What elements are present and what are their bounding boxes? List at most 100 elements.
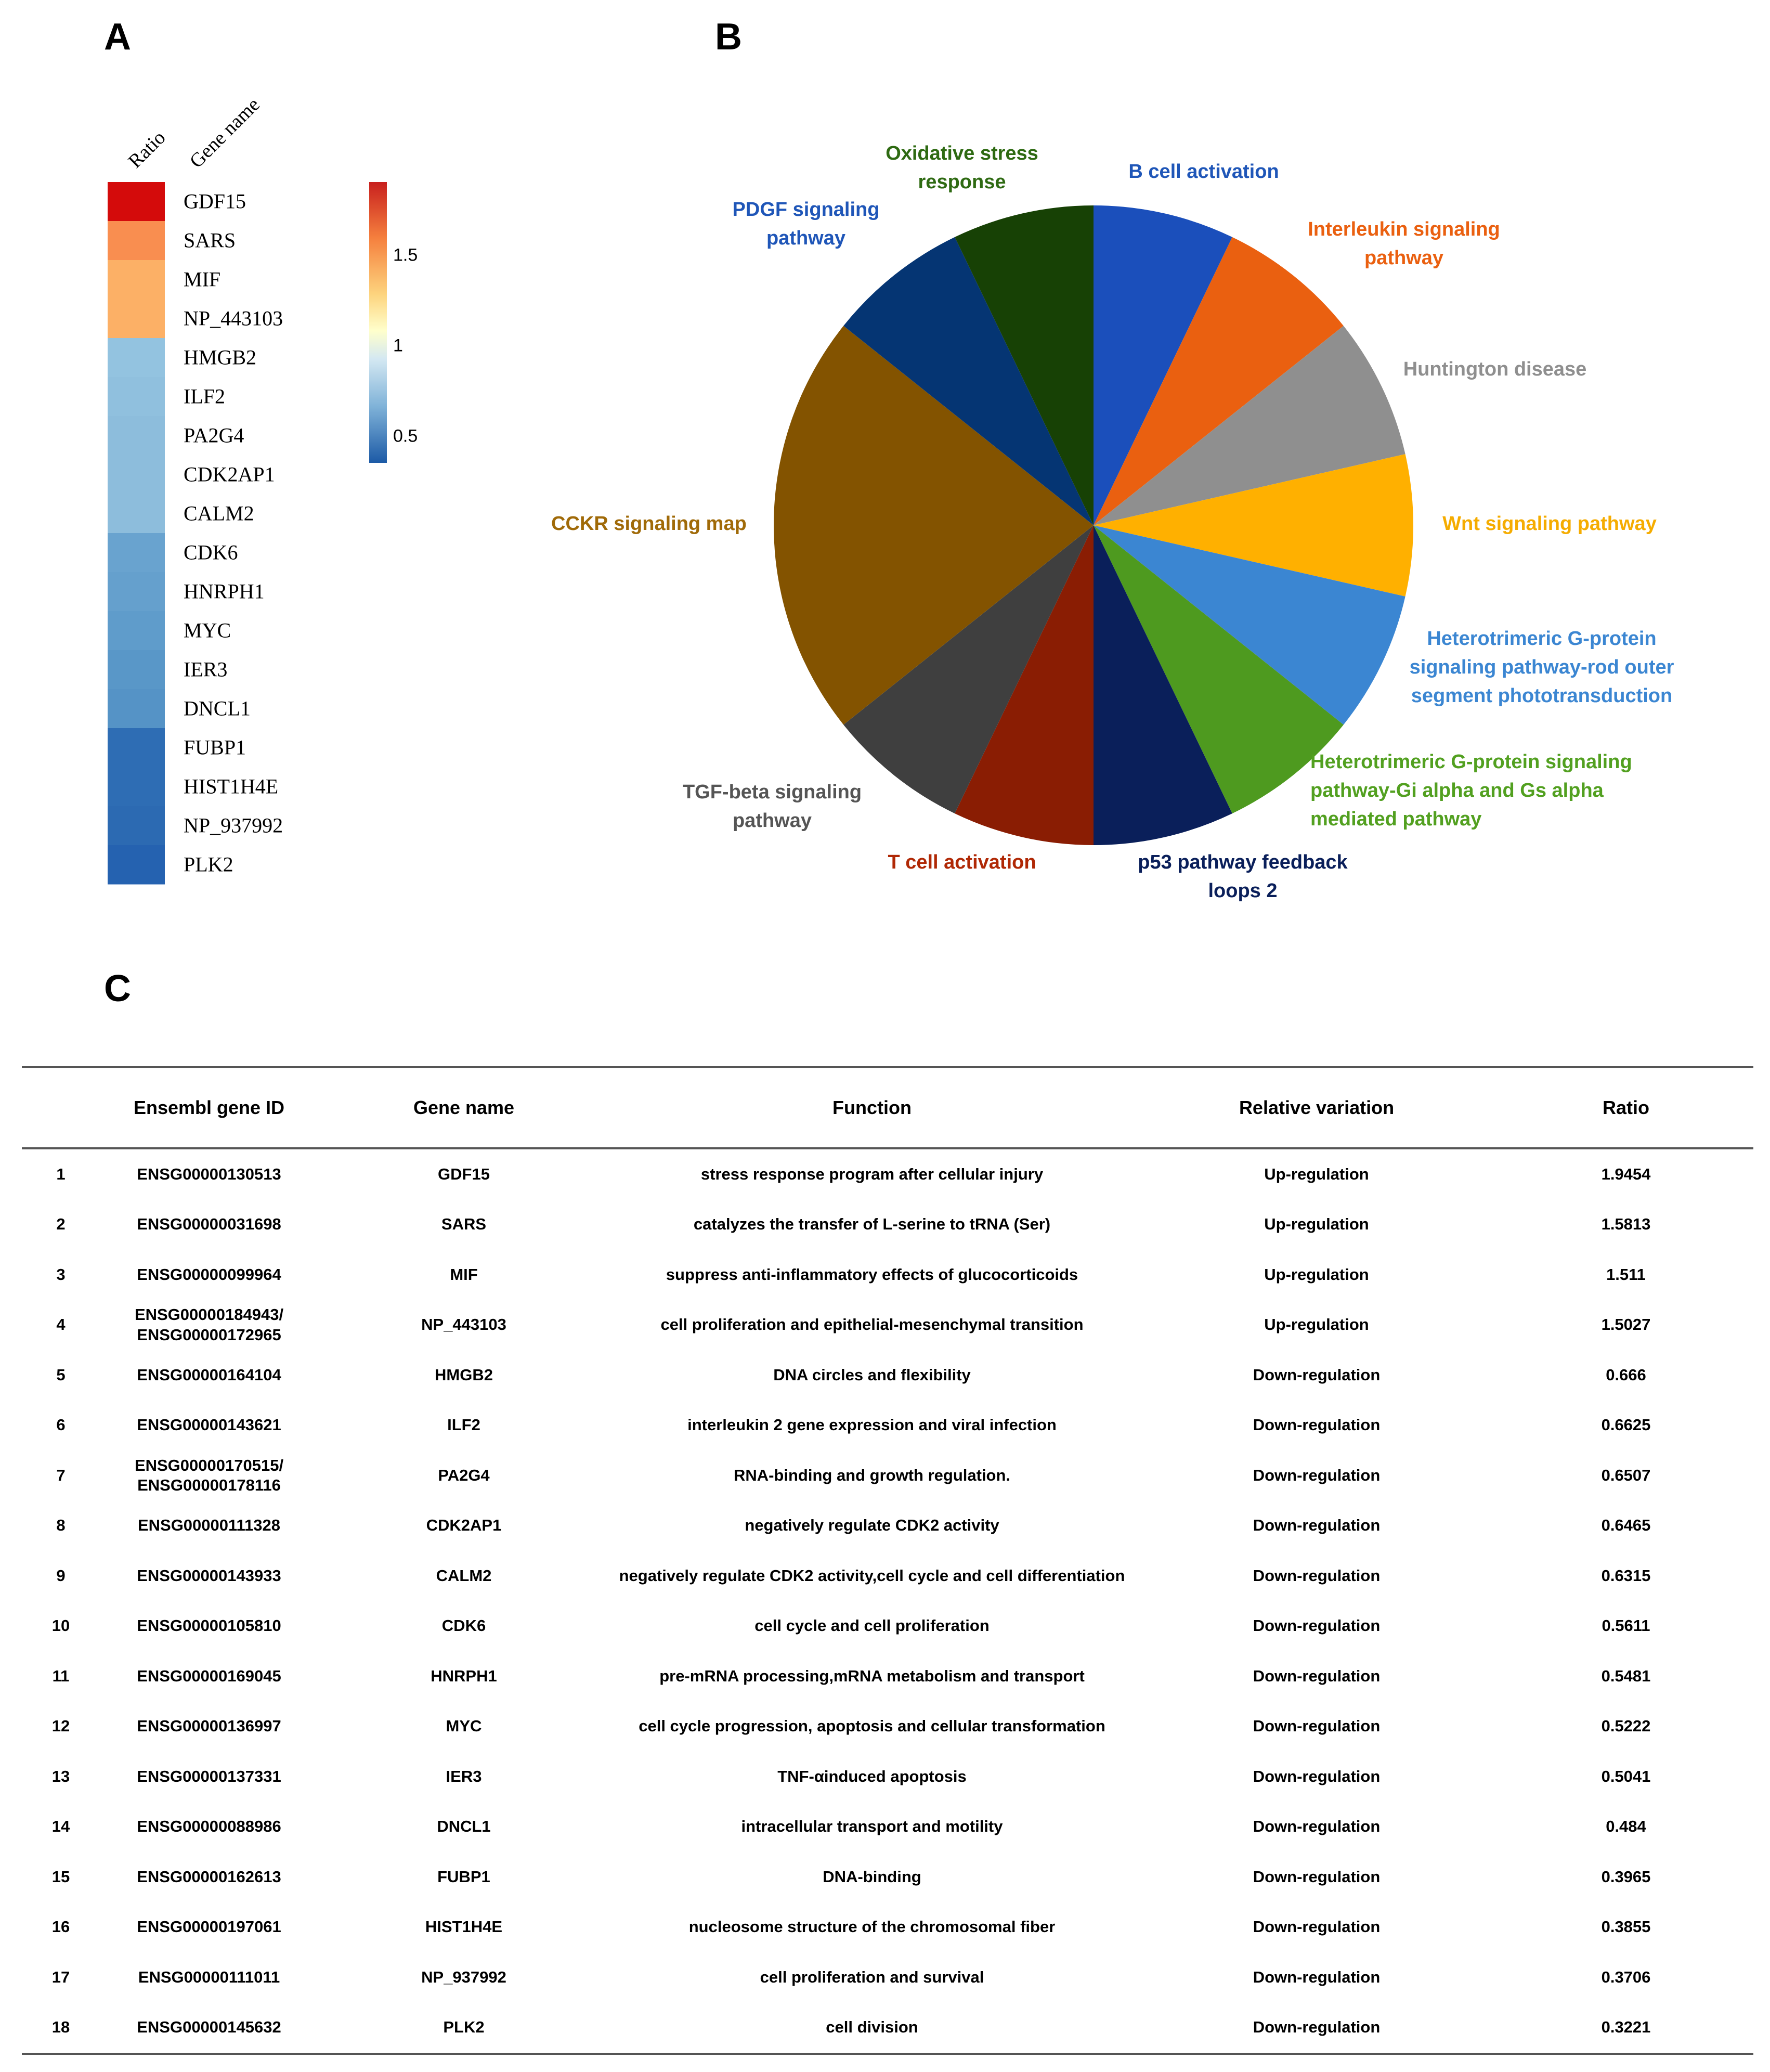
heatmap-cell: [108, 416, 165, 456]
heatmap-gene-label: HMGB2: [184, 346, 256, 369]
pie-slice: [1094, 525, 1344, 814]
cell-gene-name: MIF: [450, 1265, 478, 1284]
cell-ratio: 1.511: [1606, 1265, 1646, 1284]
cell-function: DNA circles and flexibility: [773, 1365, 971, 1384]
pie-slice-label: B cell activation: [1128, 161, 1279, 183]
cell-function: cell proliferation and epithelial-mesenc…: [660, 1315, 1084, 1334]
cell-relative-variation: Down-regulation: [1135, 2002, 1499, 2055]
cell-ratio: 0.3965: [1601, 1867, 1651, 1886]
cell-function: nucleosome structure of the chromosomal …: [688, 1918, 1056, 1936]
cell-relative-variation: Down-regulation: [1253, 1767, 1381, 1785]
cell-ratio: 0.5222: [1601, 1717, 1651, 1736]
heatmap-gene-label: MYC: [184, 619, 231, 642]
cell-index: 8: [56, 1516, 66, 1535]
heatmap-gene-label: PLK2: [184, 853, 233, 876]
table-row: 6 ENSG00000143621 ILF2 interleukin 2 gene e…: [22, 1401, 1753, 1451]
cell-relative-variation: Down-regulation: [1253, 1666, 1381, 1685]
cell-gene-name: SARS: [441, 1215, 487, 1234]
cell-ensembl-id: ENSG00000184943/ENSG00000172965: [100, 1300, 318, 1351]
pie-slice-label: Huntington disease: [1403, 358, 1587, 380]
heatmap-cell: [108, 689, 165, 729]
table-row: 18 ENSG00000145632 PLK2 cell division Down-r…: [22, 2002, 1753, 2055]
cell-ensembl-id: ENSG00000130513: [137, 1164, 281, 1183]
pie-slice: [955, 205, 1094, 525]
pie-slice-label: Interleukin signaling pathway: [1308, 218, 1500, 269]
heatmap-gene-label: NP_443103: [184, 307, 283, 330]
table-row: 2 ENSG00000031698 SARS catalyzes the transf…: [22, 1200, 1753, 1250]
heatmap-cell: [108, 533, 165, 573]
cell-function: negatively regulate CDK2 activity: [745, 1516, 999, 1535]
cell-gene-name: NP_443103: [421, 1315, 506, 1334]
pie-slice-label-line: Heterotrimeric G-protein signaling: [1310, 751, 1632, 773]
pie-slice: [1094, 525, 1405, 725]
heatmap-column-header: Gene name: [186, 94, 264, 172]
pie-slice: [773, 326, 1094, 725]
cell-ensembl-id: ENSG00000105810: [137, 1616, 281, 1635]
cell-ratio: 0.484: [1606, 1817, 1646, 1836]
header-ensembl-id: Ensembl gene ID: [100, 1066, 318, 1149]
cell-function: cell division: [609, 2002, 1135, 2055]
pie-slice-label-line: Wnt signaling pathway: [1442, 513, 1657, 535]
pie-slice-label-line: B cell activation: [1128, 161, 1279, 183]
pie-slice-label-line: pathway: [766, 227, 845, 249]
heatmap-gene-label: FUBP1: [184, 736, 246, 759]
heatmap-gene-label: DNCL1: [184, 697, 251, 720]
cell-ratio: 0.5041: [1601, 1767, 1651, 1785]
table-row: 12 ENSG00000136997 MYC cell cycle progressi…: [22, 1702, 1753, 1752]
header-relative-variation: Relative variation: [1135, 1066, 1499, 1149]
header-gene-name: Gene name: [318, 1066, 609, 1149]
cell-relative-variation: Up-regulation: [1264, 1164, 1369, 1183]
cell-line: ENSG00000184943/: [134, 1305, 284, 1324]
cell-index: 16: [51, 1918, 70, 1936]
cell-ensembl-id: ENSG00000111328: [137, 1516, 281, 1535]
heatmap-gene-label: GDF15: [184, 190, 246, 213]
cell-index: 12: [51, 1717, 70, 1736]
cell-index: 2: [56, 1215, 66, 1234]
cell-ratio: 1.5813: [1601, 1215, 1651, 1234]
cell-index: 4: [56, 1315, 66, 1334]
table-row: 14 ENSG00000088986 DNCL1 intracellular tran…: [22, 1802, 1753, 1853]
pie-chart: B cell activation Interleukin signaling pa…: [551, 143, 1674, 902]
heatmap-gene-label: ILF2: [184, 385, 225, 408]
cell-ensembl-id: ENSG00000170515/ENSG00000178116: [100, 1451, 318, 1501]
cell-gene-name: HMGB2: [435, 1365, 493, 1384]
cell-index: 9: [56, 1566, 66, 1585]
heatmap-chart: GDF15 SARS MIF NP_443103 HMGB2 ILF2 PA2G4 CDK2A…: [108, 94, 418, 885]
heatmap-cell: [108, 806, 165, 846]
table-row: 8 ENSG00000111328 CDK2AP1 negatively regula…: [22, 1501, 1753, 1551]
pie-slice-label-line: mediated pathway: [1310, 808, 1481, 830]
cell-index: 7: [56, 1466, 66, 1484]
table-row: 10 ENSG00000105810 CDK6 cell cycle and cell…: [22, 1601, 1753, 1652]
cell-gene-name: DNCL1: [437, 1817, 491, 1836]
cell-gene-name: NP_937992: [421, 1967, 506, 1986]
heatmap-cell: [108, 221, 165, 261]
cell-ratio: 0.3855: [1601, 1918, 1651, 1936]
cell-index: 1: [56, 1164, 66, 1183]
cell-ensembl-id: ENSG00000136997: [137, 1717, 281, 1736]
header-function: Function: [609, 1066, 1135, 1149]
panel-label-b: B: [715, 16, 742, 58]
colorbar-tick-label: 1: [393, 336, 403, 356]
table-row: 7 ENSG00000170515/ENSG00000178116 PA2G4 RNA…: [22, 1451, 1753, 1501]
pie-slice-label: Heterotrimeric G-protein signaling pathwa…: [1310, 751, 1632, 830]
cell-index: 5: [56, 1365, 66, 1384]
cell-function: interleukin 2 gene expression and viral …: [687, 1416, 1057, 1434]
heatmap-gene-label: MIF: [184, 268, 220, 291]
cell-ratio: 0.666: [1606, 1365, 1646, 1384]
heatmap-cell: [108, 494, 165, 534]
cell-ratio: 0.5611: [1602, 1616, 1650, 1635]
heatmap-cell: [108, 299, 165, 339]
pie-slice-label-line: signaling pathway-rod outer: [1410, 656, 1674, 678]
cell-ratio: 0.6315: [1601, 1566, 1651, 1585]
cell-ensembl-id: ENSG00000164104: [137, 1365, 281, 1384]
panel-label-a: A: [104, 16, 131, 58]
heatmap-cell: [108, 572, 165, 612]
cell-gene-name: PLK2: [318, 2002, 609, 2055]
cell-relative-variation: Up-regulation: [1264, 1215, 1369, 1234]
heatmap-gene-label: CDK2AP1: [184, 463, 275, 486]
pie-slice-label-line: pathway: [1364, 247, 1443, 269]
cell-ensembl-id: ENSG00000145632: [100, 2002, 318, 2055]
heatmap-cell: [108, 260, 165, 300]
cell-function: catalyzes the transfer of L-serine to tR…: [693, 1215, 1051, 1234]
cell-ensembl-id: ENSG00000197061: [137, 1918, 281, 1936]
